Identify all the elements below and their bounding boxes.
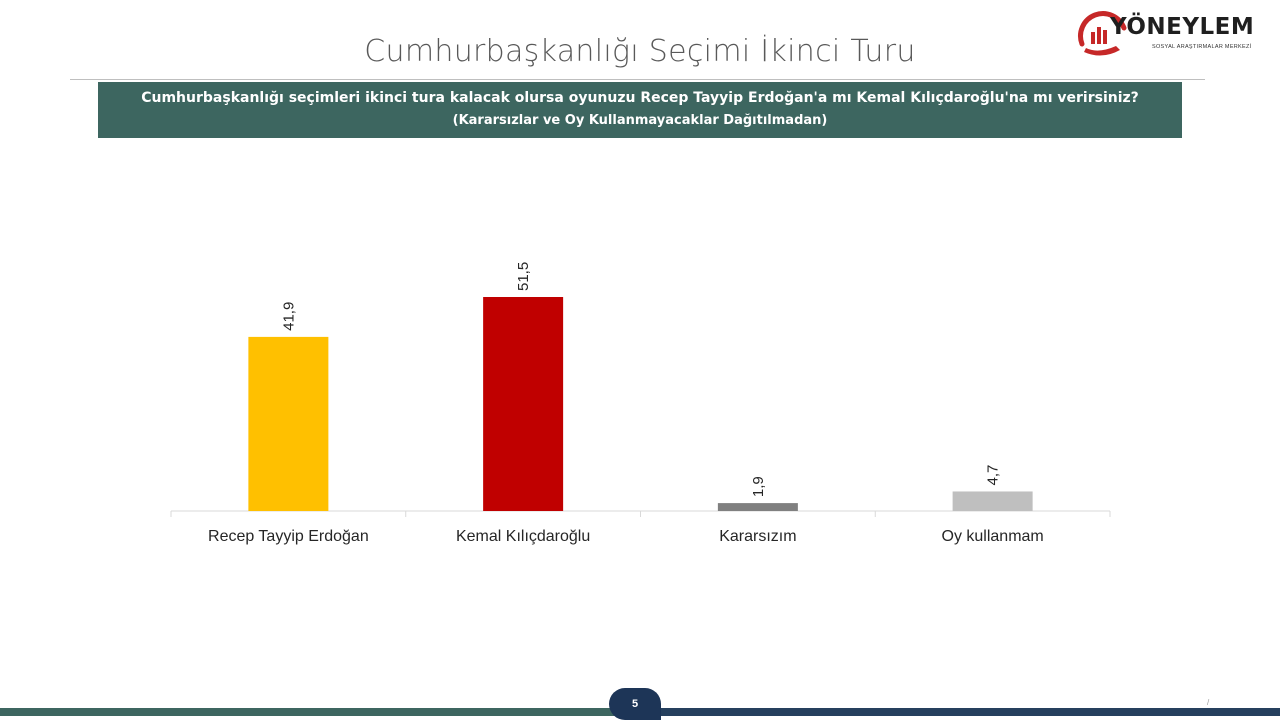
bar: [248, 336, 329, 511]
bar: [483, 297, 564, 511]
logo-name: YÖNEYLEM: [1110, 14, 1255, 40]
question-banner: Cumhurbaşkanlığı seçimleri ikinci tura k…: [98, 82, 1182, 138]
corner-mark: /: [1207, 698, 1210, 707]
yoneylem-logo-icon: [1078, 11, 1127, 56]
slide-title: Cumhurbaşkanlığı Seçimi İkinci Turu: [364, 34, 916, 69]
title-divider: [70, 79, 1205, 80]
data-label: 1,9: [750, 476, 767, 497]
footer-bar-left: [0, 708, 620, 716]
category-label: Recep Tayyip Erdoğan: [208, 528, 369, 545]
category-label: Oy kullanmam: [942, 528, 1044, 545]
footer-bar-right: [650, 708, 1280, 716]
bar: [952, 491, 1033, 511]
data-label: 4,7: [985, 465, 1002, 486]
question-text: Cumhurbaşkanlığı seçimleri ikinci tura k…: [141, 90, 1139, 106]
category-label: Kararsızım: [719, 528, 796, 545]
bar: [717, 503, 798, 511]
question-note: (Kararsızlar ve Oy Kullanmayacaklar Dağı…: [452, 113, 828, 128]
page-number: 5: [609, 688, 661, 720]
logo-subtitle: SOSYAL ARAŞTIRMALAR MERKEZİ: [1152, 44, 1252, 50]
category-label: Kemal Kılıçdaroğlu: [456, 528, 590, 545]
data-label: 41,9: [280, 302, 297, 331]
data-label: 51,5: [515, 262, 532, 291]
